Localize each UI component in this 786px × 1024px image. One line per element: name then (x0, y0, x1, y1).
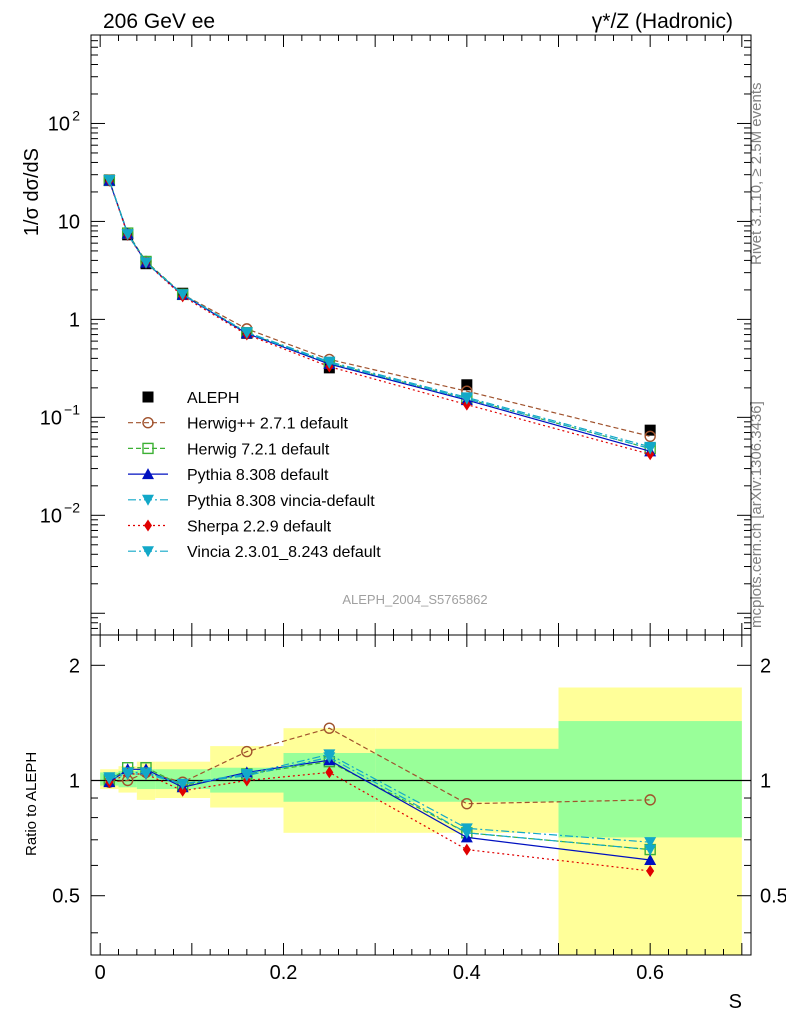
main-point-vincia-5 (323, 357, 336, 369)
main-ytick-exp-4: 2 (72, 107, 80, 123)
ratio-axis-ticks: 0.5 0.5 1 1 2 2 0 0.2 0.4 0.6 (52, 635, 786, 984)
legend-label-pythia: Pythia 8.308 default (187, 467, 329, 484)
main-line-sherpa (108, 180, 651, 455)
ratio-point-vincia-4 (240, 770, 253, 782)
main-point-vincia-4 (240, 327, 253, 339)
main-ytick-label-1: 10 (40, 407, 62, 429)
ratio-point-herwigpp-7 (644, 794, 656, 806)
header-left: 206 GeV ee (103, 10, 215, 33)
x-axis-label: S (729, 991, 742, 1013)
ratio-point-sherpa-5 (325, 766, 334, 779)
analysis-watermark: ALEPH_2004_S5765862 (342, 592, 487, 607)
legend-item-pythia_vincia: Pythia 8.308 vincia-default (128, 493, 375, 510)
ratio-point-herwigpp-4 (241, 745, 253, 758)
legend-marker-herwig7 (142, 442, 154, 455)
legend-label-herwig7: Herwig 7.2.1 default (187, 441, 330, 458)
ratio-ytick-label-right-1: 1 (760, 771, 771, 793)
legend-item-sherpa: Sherpa 2.2.9 default (128, 519, 332, 536)
main-plot-area (103, 174, 657, 461)
main-y-axis-label: 1/σ dσ/dS (21, 148, 43, 236)
ratio-plot-area (103, 722, 657, 878)
ratio-xtick-label-1: 0.2 (270, 962, 298, 984)
ratio-point-pythia_vincia-7 (644, 837, 657, 849)
mcplots-label: mcplots.cern.ch [arXiv:1306.3436] (748, 401, 765, 628)
main-point-vincia-6 (460, 393, 473, 405)
legend-label-sherpa: Sherpa 2.2.9 default (187, 519, 332, 536)
band-inner-6 (375, 748, 559, 802)
legend-marker-pythia (142, 468, 154, 480)
legend-label-pythia_vincia: Pythia 8.308 vincia-default (187, 493, 375, 510)
ratio-xtick-label-0: 0 (95, 962, 106, 984)
main-ytick-label-4: 10 (48, 113, 70, 135)
legend-item-herwig7: Herwig 7.2.1 default (128, 441, 330, 458)
main-line-pythia (108, 180, 651, 452)
header-right: γ*/Z (Hadronic) (592, 10, 733, 33)
ratio-y-axis-label: Ratio to ALEPH (23, 752, 40, 856)
ratio-point-vincia-7 (644, 844, 657, 856)
main-point-data-7 (644, 424, 656, 436)
legend-marker-sherpa (144, 519, 152, 532)
ratio-line-sherpa (109, 771, 651, 872)
main-point-vincia-1 (121, 229, 134, 241)
main-point-vincia-0 (103, 175, 116, 187)
legend: ALEPH Herwig++ 2.7.1 default Herwig 7.2.1 … (128, 390, 381, 561)
ratio-point-vincia-0 (103, 773, 116, 785)
ratio-point-vincia-5 (323, 752, 336, 764)
ratio-point-vincia-6 (460, 827, 473, 839)
main-ytick-label-3: 10 (58, 211, 80, 233)
legend-item-herwigpp: Herwig++ 2.7.1 default (128, 416, 349, 433)
main-point-vincia-2 (140, 257, 152, 269)
ratio-point-sherpa-3 (178, 784, 187, 797)
main-point-vincia-7 (644, 443, 657, 455)
legend-marker-vincia (142, 546, 154, 558)
main-series-vincia (103, 175, 657, 455)
main-series-pythia_vincia (103, 174, 657, 453)
legend-item-data: ALEPH (142, 390, 239, 407)
ratio-point-sherpa-7 (646, 865, 655, 878)
ratio-point-vincia-3 (176, 778, 189, 790)
ratio-ytick-label-right-2: 2 (760, 655, 771, 677)
legend-marker-data (142, 391, 154, 403)
ratio-point-pythia-7 (644, 853, 657, 865)
ratio-ytick-label-right-0: 0.5 (760, 886, 786, 908)
legend-label-data: ALEPH (187, 390, 239, 407)
main-ytick-label-0: 10 (40, 505, 62, 527)
legend-marker-herwigpp (142, 417, 154, 429)
main-series-herwig7 (103, 174, 656, 455)
main-ytick-exp-0: −2 (64, 499, 80, 515)
legend-label-herwigpp: Herwig++ 2.7.1 default (187, 416, 349, 433)
legend-item-vincia: Vincia 2.3.01_8.243 default (128, 544, 381, 561)
ratio-xtick-label-2: 0.4 (453, 962, 481, 984)
main-line-herwig7 (108, 180, 651, 450)
main-ytick-label-2: 1 (69, 309, 80, 331)
main-line-herwigpp (108, 180, 651, 437)
ratio-ytick-label-left-0: 0.5 (52, 886, 80, 908)
rivet-label: Rivet 3.1.10, ≥ 2.5M events (748, 83, 765, 266)
ratio-line-herwigpp (109, 727, 651, 805)
ratio-uncertainty-bands (91, 687, 751, 955)
ratio-ytick-label-left-2: 2 (69, 655, 80, 677)
ratio-xtick-label-3: 0.6 (636, 962, 664, 984)
main-point-vincia-3 (176, 289, 189, 301)
legend-item-pythia: Pythia 8.308 default (128, 467, 329, 484)
main-point-data-6 (461, 379, 473, 391)
ratio-ytick-label-left-1: 1 (69, 771, 80, 793)
main-line-vincia (108, 179, 651, 450)
band-inner-7 (558, 721, 742, 838)
main-series-pythia (103, 174, 657, 457)
ratio-frame (90, 634, 752, 956)
main-ytick-exp-1: −1 (64, 401, 80, 417)
ratio-series-vincia (103, 752, 657, 856)
main-point-herwigpp-7 (644, 430, 656, 443)
ratio-point-vincia-2 (140, 768, 152, 780)
ratio-point-herwigpp-6 (461, 797, 473, 810)
legend-marker-pythia_vincia (142, 494, 154, 506)
ratio-point-herwigpp-5 (323, 722, 336, 734)
ratio-point-vincia-1 (121, 768, 134, 780)
legend-label-vincia: Vincia 2.3.01_8.243 default (187, 544, 381, 561)
ratio-point-sherpa-6 (462, 843, 471, 856)
